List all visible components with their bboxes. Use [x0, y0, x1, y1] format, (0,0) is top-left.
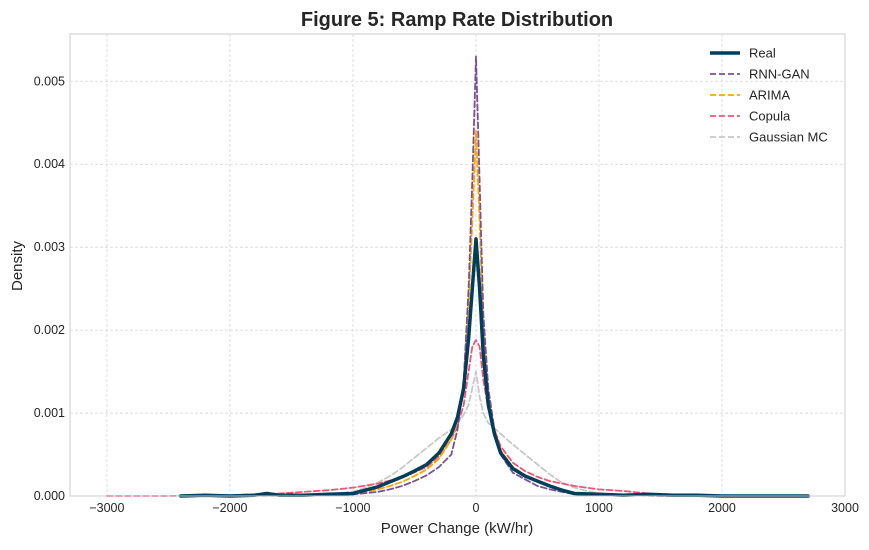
x-tick-label: 1000: [585, 501, 613, 515]
legend-label-arima: ARIMA: [749, 88, 791, 103]
legend: Real RNN-GAN ARIMA Copula Gaussian MC: [710, 46, 828, 145]
x-tick-label: −3000: [89, 501, 124, 515]
x-tick-label: 3000: [831, 501, 859, 515]
chart-title: Figure 5: Ramp Rate Distribution: [301, 9, 613, 31]
tick-labels: −3000 −2000 −1000 0 1000 2000 3000 0.000 0.001 0.…: [34, 74, 859, 515]
legend-label-rnn-gan: RNN-GAN: [749, 67, 810, 82]
y-tick-label: 0.002: [34, 323, 65, 337]
series-lines: [106, 55, 810, 498]
y-tick-label: 0.000: [34, 489, 65, 503]
legend-label-gaussian-mc: Gaussian MC: [749, 130, 828, 145]
x-axis-label: Power Change (kW/hr): [381, 520, 534, 537]
legend-label-copula: Copula: [749, 109, 791, 124]
y-tick-label: 0.005: [34, 74, 65, 88]
y-tick-label: 0.001: [34, 406, 65, 420]
x-tick-label: 2000: [708, 501, 736, 515]
y-tick-label: 0.004: [34, 157, 65, 171]
x-tick-label: −1000: [335, 501, 370, 515]
series-line-copula: [106, 339, 809, 497]
series-line-gaussian-mc: [179, 370, 809, 497]
legend-label-real: Real: [749, 46, 776, 61]
x-tick-label: 0: [472, 501, 479, 515]
plot-frame: [69, 33, 846, 497]
x-tick-label: −2000: [212, 501, 247, 515]
y-axis-label: Density: [9, 240, 26, 291]
y-tick-label: 0.003: [34, 240, 65, 254]
series-line-real: [178, 237, 810, 498]
